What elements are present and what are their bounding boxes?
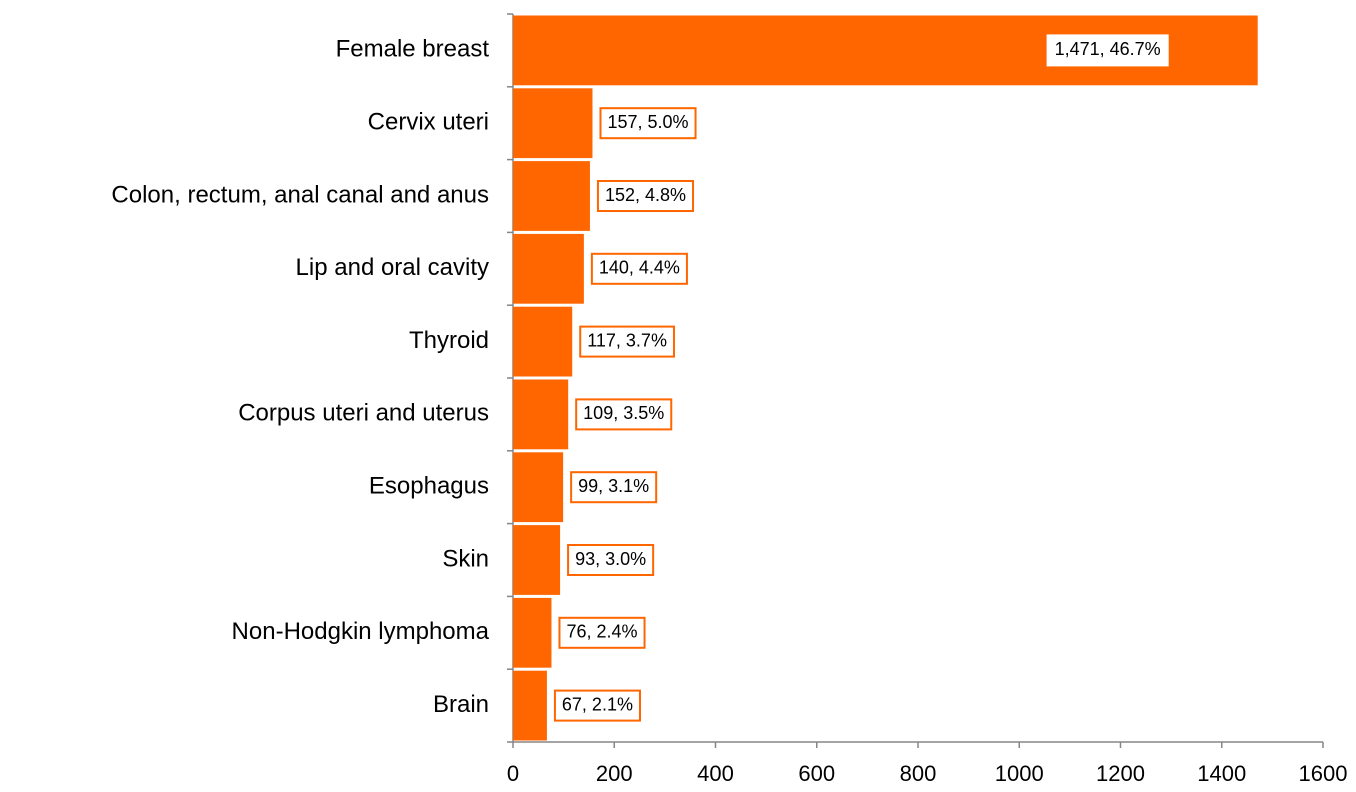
bar bbox=[513, 525, 561, 595]
data-label: 99, 3.1% bbox=[578, 476, 649, 496]
data-label-box bbox=[590, 252, 688, 285]
data-label: 76, 2.4% bbox=[566, 622, 637, 642]
data-label-box bbox=[575, 398, 673, 431]
bar bbox=[513, 306, 573, 377]
y-tick-label: Female breast bbox=[336, 36, 490, 63]
y-tick-label: Non-Hodgkin lymphoma bbox=[232, 618, 490, 645]
data-label-box bbox=[579, 325, 675, 358]
data-label-box bbox=[553, 689, 641, 722]
data-label: 140, 4.4% bbox=[599, 258, 680, 278]
y-tick-label: Cervix uteri bbox=[368, 109, 489, 136]
y-tick-label: Thyroid bbox=[409, 327, 489, 354]
data-label-box bbox=[558, 616, 646, 649]
y-tick-label: Corpus uteri and uterus bbox=[238, 400, 489, 427]
data-label: 109, 3.5% bbox=[583, 403, 664, 423]
bar bbox=[513, 233, 584, 304]
x-tick-label: 1200 bbox=[1096, 761, 1145, 786]
bar bbox=[513, 670, 547, 741]
data-label-box bbox=[599, 107, 697, 140]
data-label: 67, 2.1% bbox=[562, 694, 633, 714]
data-label: 93, 3.0% bbox=[575, 549, 646, 569]
x-tick-label: 400 bbox=[697, 761, 734, 786]
data-label: 117, 3.7% bbox=[587, 330, 667, 350]
y-tick-label: Brain bbox=[433, 691, 489, 718]
data-label: 1,471, 46.7% bbox=[1055, 39, 1161, 59]
x-tick-label: 800 bbox=[900, 761, 937, 786]
bar bbox=[513, 452, 564, 523]
y-tick-label: Skin bbox=[442, 545, 489, 572]
data-label-box bbox=[567, 544, 655, 576]
x-tick-label: 600 bbox=[798, 761, 835, 786]
bar bbox=[513, 597, 552, 668]
bar bbox=[513, 379, 569, 450]
y-tick-label: Esophagus bbox=[369, 473, 489, 500]
y-tick-label: Lip and oral cavity bbox=[296, 254, 489, 281]
bar bbox=[513, 161, 590, 231]
x-tick-label: 1400 bbox=[1197, 761, 1246, 786]
x-tick-label: 200 bbox=[596, 761, 633, 786]
x-tick-label: 0 bbox=[507, 761, 519, 786]
data-label: 152, 4.8% bbox=[605, 185, 686, 205]
data-label: 157, 5.0% bbox=[607, 112, 688, 132]
x-tick-label: 1000 bbox=[995, 761, 1044, 786]
x-tick-label: 1600 bbox=[1299, 761, 1348, 786]
data-label-box bbox=[596, 180, 695, 212]
bar bbox=[513, 88, 593, 159]
y-tick-label: Colon, rectum, anal canal and anus bbox=[111, 181, 489, 208]
data-label-box bbox=[570, 471, 658, 504]
data-label-box bbox=[1046, 34, 1169, 67]
